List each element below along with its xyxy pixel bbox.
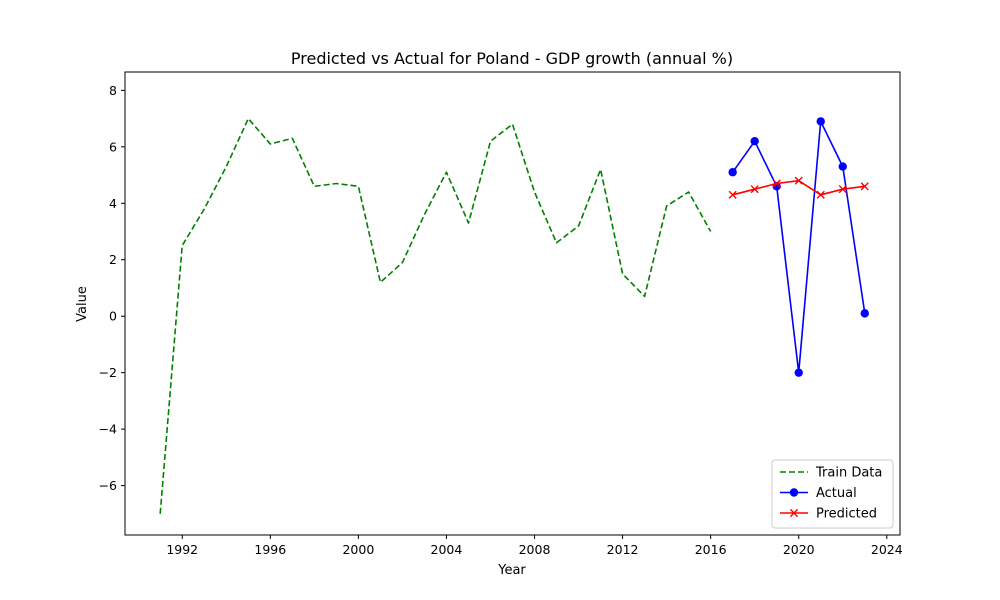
x-tick-label: 1996 [254,542,286,557]
x-tick-label: 2016 [695,542,727,557]
x-axis-title: Year [497,563,526,578]
y-tick-label: −6 [99,478,117,493]
x-tick-label: 2004 [431,542,463,557]
chart-title: Predicted vs Actual for Poland - GDP gro… [291,49,733,68]
x-tick-label: 2024 [871,542,903,557]
data-point-actual [728,168,737,177]
x-tick-label: 2000 [342,542,374,557]
legend-label-actual: Actual [816,486,857,501]
legend-marker-predicted [789,508,799,518]
data-point-actual [750,136,759,146]
y-tick-label: 0 [109,309,117,324]
data-point-predicted [728,190,737,199]
y-tick-label: −4 [99,422,117,437]
y-tick-label: 6 [109,139,117,154]
plot-area: 1992 1996 2000 2004 2008 2012 2016 2020 2024 −6 −4… [99,71,903,557]
x-tick-label: 2012 [607,542,639,557]
y-tick-label: 4 [109,196,117,211]
data-point-predicted [794,176,803,185]
x-tick-label: 2008 [519,542,551,557]
axes-frame [124,71,901,536]
data-point-actual [838,162,847,171]
data-point-predicted [772,179,781,188]
y-tick-label: 8 [109,83,117,98]
legend: Train Data Actual Predicted [771,459,894,529]
x-tick-label: 2020 [783,542,815,557]
data-point-predicted [816,190,825,199]
y-tick-label: 2 [109,252,117,267]
legend-label-train-data: Train Data [815,466,882,481]
data-point-predicted [750,185,759,194]
data-point-predicted [860,182,869,191]
data-point-predicted [838,185,847,194]
legend-marker-actual [789,488,799,497]
legend-label-predicted: Predicted [816,507,877,522]
data-point-actual [860,309,869,318]
x-tick-label: 1992 [166,542,198,557]
legend-box [771,459,894,529]
data-point-actual [816,117,825,126]
data-point-actual [794,368,803,377]
y-tick-label: −2 [99,365,117,380]
y-axis-title: Value [75,286,90,322]
series-line-train-data [159,117,712,514]
